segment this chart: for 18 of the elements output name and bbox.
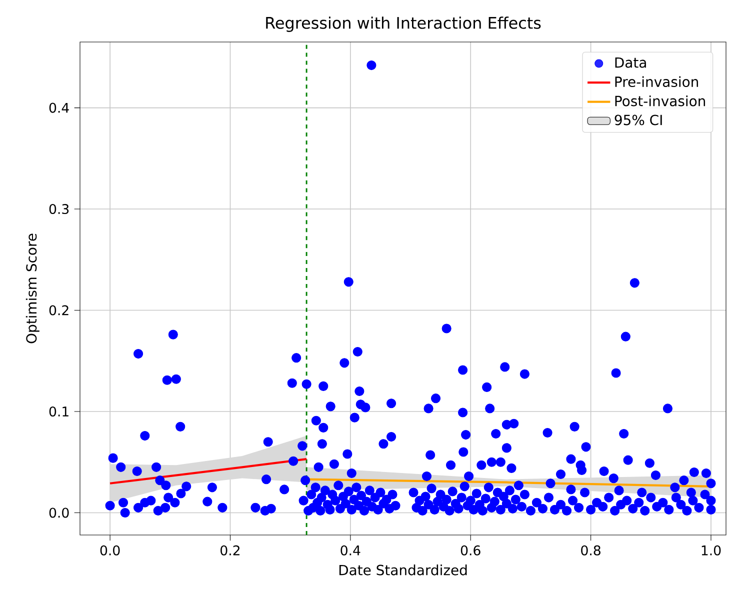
- x-tick-label: 0.4: [340, 545, 360, 556]
- y-tick-label: 0.3: [49, 204, 69, 214]
- x-axis-title: Date Standardized: [339, 564, 467, 576]
- x-tick-label: 0.6: [460, 545, 480, 556]
- y-tick-label: 0.0: [49, 508, 69, 518]
- legend-label: 95% CI: [614, 114, 662, 126]
- legend-label: Data: [615, 57, 646, 68]
- y-tick-label: 0.4: [49, 102, 69, 113]
- legend-label: Post-invasion: [615, 95, 706, 106]
- chart-title: Regression with Interaction Effects: [266, 16, 541, 32]
- y-tick-label: 0.1: [49, 406, 68, 417]
- x-tick-label: 0.0: [100, 545, 120, 556]
- x-tick-label: 0.8: [581, 545, 600, 556]
- x-tick-label: 0.2: [220, 545, 240, 556]
- x-tick-label: 1.0: [702, 545, 721, 556]
- y-tick-label: 0.2: [49, 305, 68, 316]
- y-axis-title: Optimism Score: [26, 234, 40, 344]
- legend-label: Pre-invasion: [615, 76, 698, 88]
